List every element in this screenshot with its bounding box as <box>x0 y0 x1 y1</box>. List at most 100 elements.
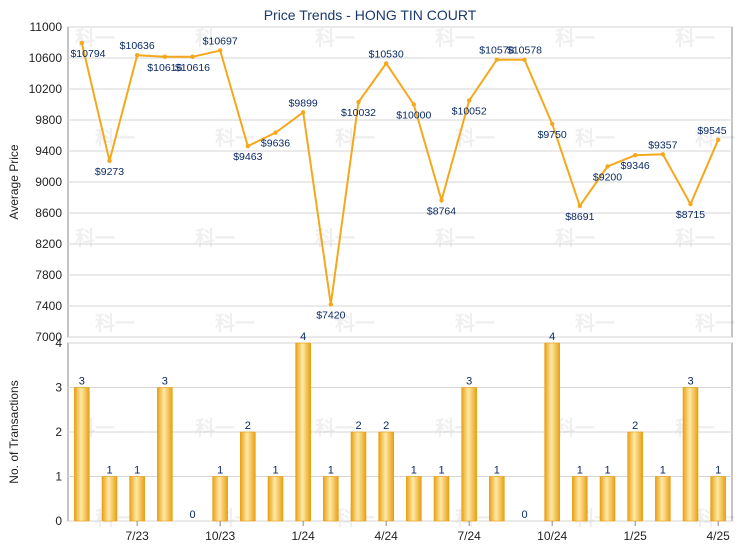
price-y-tick: 8200 <box>35 237 62 251</box>
price-y-tick: 7400 <box>35 299 62 313</box>
price-y-tick-labels: 7000 7400 7800 8200 8600 9000 9400 9800 10200 106… <box>29 20 63 344</box>
price-data-label: $10530 <box>369 48 404 60</box>
price-point <box>217 48 223 53</box>
transaction-bar <box>212 476 228 522</box>
transactions-data-labels: 3 1 1 3 0 1 2 1 4 1 2 2 1 1 3 1 0 4 1 1 2 1 3 1 <box>79 331 721 521</box>
price-data-label: $9545 <box>697 125 726 137</box>
price-data-label: $9750 <box>538 129 567 141</box>
transactions-y-axis-label: No. of Transactions <box>7 380 21 483</box>
price-point <box>300 110 306 115</box>
watermark: 科一 <box>575 126 615 150</box>
watermark: 科一 <box>315 26 355 50</box>
price-data-label: $10000 <box>396 110 431 122</box>
transaction-bar <box>710 476 726 522</box>
price-point <box>162 54 168 59</box>
watermark: 科一 <box>335 311 375 335</box>
watermark: 科一 <box>675 26 715 50</box>
watermark: 科一 <box>555 26 595 50</box>
price-data-label: $7420 <box>316 309 345 321</box>
transaction-bar-label: 3 <box>162 376 168 388</box>
transaction-bar-label: 2 <box>245 420 251 432</box>
price-point <box>356 99 361 105</box>
price-data-label: $9357 <box>648 139 677 151</box>
transactions-y-tick: 4 <box>55 336 62 350</box>
x-tick-label: 7/23 <box>125 529 149 543</box>
price-data-label: $10636 <box>120 40 155 52</box>
x-tick-label: 10/24 <box>537 529 567 543</box>
transaction-bar <box>544 342 560 522</box>
watermark: 科一 <box>455 311 495 335</box>
watermark: 科一 <box>555 226 595 250</box>
chart-title: Price Trends - HONG TIN COURT <box>264 7 477 23</box>
price-point <box>466 98 472 103</box>
transactions-bars <box>74 342 726 522</box>
transaction-bar-label: 3 <box>466 376 472 388</box>
price-point <box>411 102 417 107</box>
transaction-bar-label: 1 <box>660 465 666 477</box>
x-tick-label: 1/25 <box>623 529 647 543</box>
transaction-bar-label: 1 <box>604 465 610 477</box>
price-data-label: $8764 <box>427 205 456 217</box>
price-point <box>522 57 527 62</box>
transaction-bar-label: 2 <box>632 420 638 432</box>
price-data-label: $10032 <box>341 107 376 119</box>
price-data-label: $10794 <box>70 48 105 60</box>
transactions-y-tick: 1 <box>55 470 62 484</box>
transactions-y-tick-labels: 0 1 2 3 4 <box>55 336 62 528</box>
transaction-bar <box>323 476 339 522</box>
price-point <box>383 61 389 66</box>
watermark: 科一 <box>675 226 715 250</box>
watermark: 科一 <box>695 311 735 335</box>
price-data-label: $10697 <box>203 35 238 47</box>
watermark: 科一 <box>435 226 475 250</box>
transaction-bar-label: 3 <box>79 376 85 388</box>
price-series-points <box>79 40 721 307</box>
price-data-label: $8691 <box>565 211 594 223</box>
transaction-bar-label: 4 <box>300 331 306 343</box>
x-tick-label: 7/24 <box>457 529 481 543</box>
price-y-axis-label: Average Price <box>7 144 21 219</box>
x-tick-label: 1/24 <box>291 529 315 543</box>
transaction-bar <box>129 476 145 522</box>
transaction-bar <box>599 476 616 522</box>
transaction-bar <box>433 476 450 522</box>
price-point <box>715 137 721 142</box>
price-y-tick: 9800 <box>35 113 62 127</box>
transaction-bar <box>295 342 311 522</box>
price-data-label: $10578 <box>479 45 514 57</box>
price-point <box>660 152 666 157</box>
watermark: 科一 <box>215 311 255 335</box>
price-data-label: $9273 <box>95 166 124 178</box>
transaction-bar-label: 2 <box>355 420 361 432</box>
x-axis-ticks: 7/23 10/23 1/24 4/24 7/24 10/24 1/25 4/25 <box>125 521 730 543</box>
transaction-bar <box>240 431 256 522</box>
price-series-line <box>80 42 720 305</box>
transaction-bar <box>378 431 394 522</box>
price-point <box>577 203 583 209</box>
transaction-bar-label: 1 <box>494 465 500 477</box>
price-y-tick: 9400 <box>35 144 62 158</box>
price-data-labels: $10794 $9273 $10636 $10616$10616 $10697 $9463… <box>70 35 726 321</box>
price-point <box>190 54 195 59</box>
transactions-y-tick: 3 <box>55 381 62 395</box>
transaction-bar-label: 3 <box>687 376 693 388</box>
transaction-bar <box>489 476 505 522</box>
transactions-y-tick: 2 <box>55 425 62 439</box>
price-data-label: $10616 <box>175 62 210 74</box>
price-gridlines <box>68 26 732 338</box>
x-tick-label: 10/23 <box>205 529 235 543</box>
price-y-tick: 10600 <box>29 51 63 65</box>
transaction-bar-label: 1 <box>106 465 112 477</box>
price-y-tick: 10200 <box>29 82 63 96</box>
transaction-bar <box>267 476 284 522</box>
price-point <box>605 164 610 169</box>
price-data-label: $9899 <box>289 97 318 109</box>
x-tick-label: 4/24 <box>374 529 398 543</box>
transaction-bar <box>461 387 477 522</box>
price-point <box>632 152 638 158</box>
transaction-bar <box>406 476 422 522</box>
price-data-label: $9200 <box>593 172 622 184</box>
price-point <box>273 130 278 135</box>
transaction-bar-label: 0 <box>189 509 195 521</box>
transaction-bar-label: 1 <box>134 465 140 477</box>
